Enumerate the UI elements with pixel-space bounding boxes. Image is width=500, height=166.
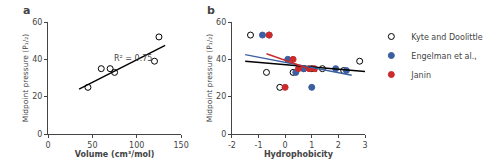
- svg-text:a: a: [23, 4, 30, 17]
- svg-text:0: 0: [37, 130, 42, 139]
- svg-text:b: b: [207, 4, 215, 17]
- svg-text:Kyte and Doolittle: Kyte and Doolittle: [411, 33, 482, 42]
- svg-text:-1: -1: [254, 141, 262, 150]
- svg-text:3: 3: [362, 141, 367, 150]
- svg-text:150: 150: [173, 141, 188, 150]
- svg-text:Volume (cm³/mol): Volume (cm³/mol): [75, 150, 155, 159]
- svg-text:0: 0: [283, 141, 288, 150]
- svg-text:Midpoint pressure (P₁/₂): Midpoint pressure (P₁/₂): [205, 34, 214, 123]
- svg-text:Engelman et al.,: Engelman et al.,: [411, 52, 476, 61]
- svg-text:60: 60: [32, 18, 42, 27]
- svg-text:20: 20: [32, 92, 42, 101]
- svg-text:Midpoint pressure (P₁/₂): Midpoint pressure (P₁/₂): [21, 34, 30, 123]
- svg-text:Janin: Janin: [410, 71, 431, 80]
- svg-text:40: 40: [32, 55, 42, 64]
- svg-text:2: 2: [336, 141, 341, 150]
- svg-text:0: 0: [221, 130, 226, 139]
- svg-text:1: 1: [309, 141, 314, 150]
- svg-text:60: 60: [216, 18, 226, 27]
- svg-text:-2: -2: [228, 141, 236, 150]
- svg-text:0: 0: [45, 141, 50, 150]
- svg-text:50: 50: [87, 141, 97, 150]
- svg-text:40: 40: [216, 55, 226, 64]
- svg-text:Hydrophobicity: Hydrophobicity: [264, 150, 334, 159]
- svg-text:R² = 0.75: R² = 0.75: [114, 54, 152, 63]
- svg-text:20: 20: [216, 92, 226, 101]
- svg-text:100: 100: [129, 141, 144, 150]
